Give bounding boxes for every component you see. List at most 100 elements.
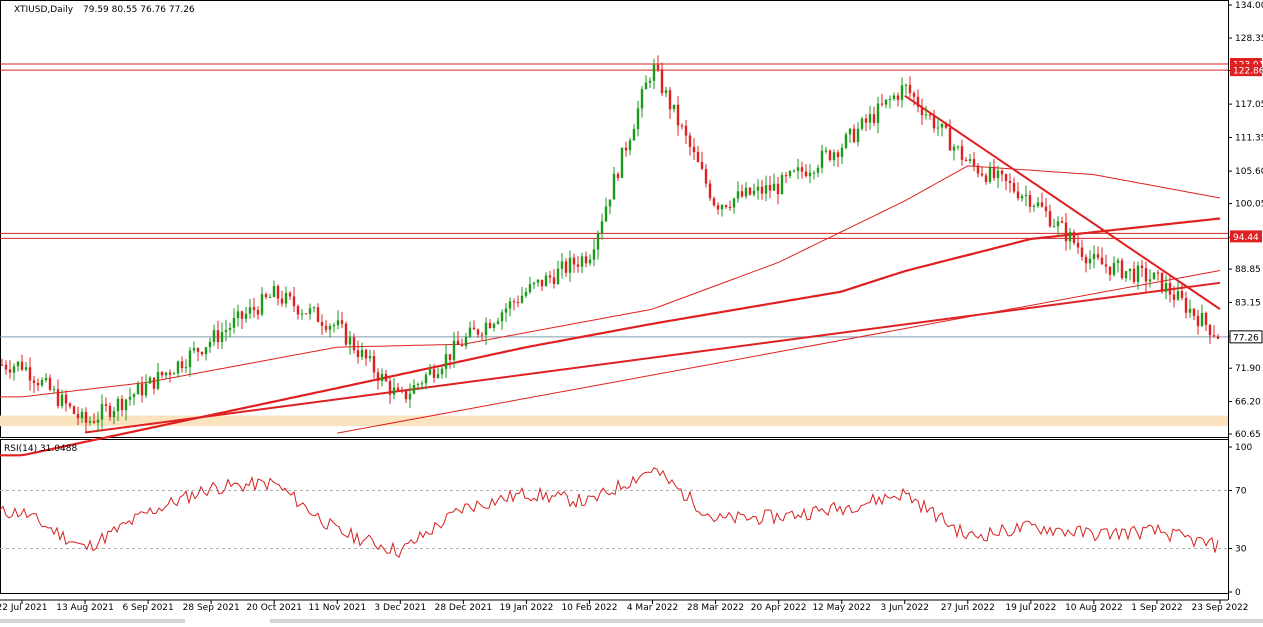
candle <box>320 314 324 335</box>
candle-body <box>616 173 620 178</box>
trendline-resistance[interactable] <box>904 94 1221 310</box>
candle-body <box>64 394 68 404</box>
candle <box>988 162 992 184</box>
candle-body <box>144 383 148 396</box>
candle-body <box>1096 254 1100 258</box>
candle-body <box>220 332 224 343</box>
candle-body <box>472 327 476 330</box>
candle-body <box>1216 336 1220 339</box>
candle <box>696 145 700 163</box>
candle <box>72 405 76 415</box>
candle <box>820 144 824 174</box>
candle-body <box>436 374 440 378</box>
candle <box>1032 204 1036 212</box>
rsi-line[interactable] <box>0 467 1219 559</box>
candle <box>0 358 4 367</box>
candle-body <box>404 390 408 400</box>
candle-body <box>0 364 4 366</box>
candle <box>664 86 668 98</box>
rsi-axis-label: 30 <box>1235 545 1247 555</box>
candle-body <box>392 387 396 395</box>
candle-body <box>140 383 144 396</box>
candle-body <box>880 103 884 105</box>
candle-body <box>1208 324 1212 336</box>
candle-body <box>488 322 492 328</box>
chart-tab-active[interactable] <box>185 619 270 623</box>
candle-body <box>948 127 952 151</box>
candle <box>732 197 736 214</box>
candle-body <box>248 307 252 314</box>
candle-body <box>648 80 652 83</box>
candle <box>392 377 396 400</box>
candle <box>892 92 896 101</box>
candle <box>996 165 1000 189</box>
candle <box>264 292 268 300</box>
candle <box>308 303 312 320</box>
candle <box>1200 304 1204 327</box>
candle-body <box>412 384 416 394</box>
candle <box>76 406 80 426</box>
candle-body <box>424 374 428 384</box>
candle-body <box>676 104 680 126</box>
current-price-tag[interactable]: 77.26 <box>1229 330 1263 344</box>
candle-body <box>872 114 876 123</box>
candle <box>572 253 576 273</box>
candle <box>604 197 608 223</box>
candle <box>552 269 556 289</box>
candle <box>1184 291 1188 319</box>
candle-body <box>432 369 436 378</box>
candle <box>372 350 376 379</box>
candle-body <box>628 140 632 151</box>
candle-body <box>452 340 456 360</box>
candle-body <box>520 295 524 303</box>
candle <box>864 114 868 132</box>
candle <box>1144 261 1148 292</box>
price-axis-label: 83.15 <box>1235 298 1261 308</box>
candle-body <box>644 82 648 90</box>
candle-body <box>344 323 348 345</box>
candle-body <box>1108 266 1112 275</box>
candle-body <box>1088 258 1092 264</box>
candle <box>108 402 112 421</box>
candle <box>928 111 932 120</box>
candle <box>20 354 24 372</box>
candle-body <box>88 421 92 423</box>
candle-body <box>72 406 76 414</box>
candle <box>1096 246 1100 261</box>
price-level-tag[interactable]: 122.86 <box>1230 64 1263 77</box>
candle <box>688 132 692 156</box>
candle-body <box>492 323 496 328</box>
candle <box>96 411 100 432</box>
candle-body <box>1000 170 1004 175</box>
candle <box>972 152 976 172</box>
candle <box>132 392 136 406</box>
candle <box>1116 257 1120 273</box>
candle <box>840 143 844 164</box>
candle-body <box>604 206 608 222</box>
candle <box>920 98 924 125</box>
candle-body <box>388 381 392 395</box>
chart-tabs-bar[interactable] <box>0 619 1263 623</box>
trendline-support[interactable] <box>84 281 1221 434</box>
candle <box>944 121 948 130</box>
candle <box>180 356 184 373</box>
candle-body <box>1024 195 1028 197</box>
price-level-tag[interactable]: 94.44 <box>1230 230 1262 243</box>
candle-body <box>28 367 32 381</box>
candle-body <box>772 183 776 191</box>
candle-body <box>632 129 636 141</box>
candle-body <box>1032 205 1036 207</box>
candle-body <box>1084 256 1088 264</box>
candle <box>92 413 96 425</box>
candle-body <box>900 85 904 100</box>
candle-body <box>48 377 52 390</box>
candle <box>16 360 20 372</box>
trendline-support-thin[interactable] <box>337 270 1221 434</box>
candle <box>912 91 916 106</box>
candle <box>336 310 340 330</box>
candle-body <box>240 311 244 319</box>
candle-body <box>1172 294 1176 300</box>
moving-average-2[interactable] <box>0 165 1221 398</box>
